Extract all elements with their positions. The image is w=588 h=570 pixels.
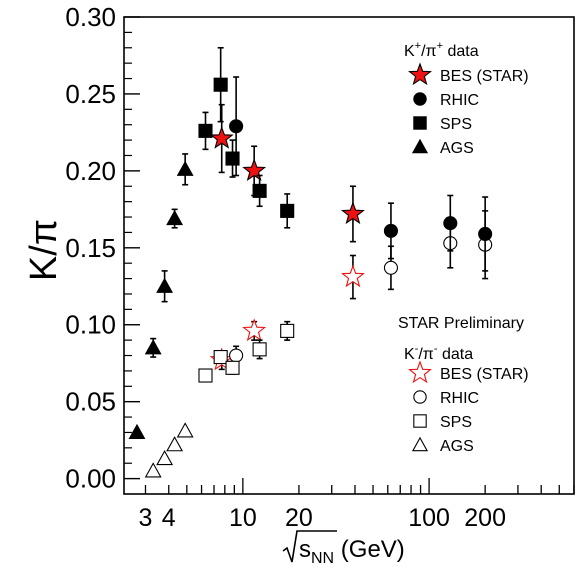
circle-marker — [383, 260, 398, 275]
square-marker — [225, 360, 240, 375]
star-marker — [242, 318, 267, 342]
x-tick-label: 200 — [464, 504, 506, 532]
star-marker — [209, 125, 234, 149]
square-marker — [252, 342, 267, 357]
y-tick-label: 0.25 — [65, 79, 116, 109]
square-marker — [413, 116, 427, 130]
square-marker — [252, 183, 267, 198]
triangle-marker — [166, 436, 184, 452]
square-marker — [280, 203, 295, 218]
y-tick-label: 0.00 — [65, 464, 116, 494]
triangle-marker — [166, 209, 184, 226]
triangle-marker — [144, 462, 162, 478]
y-tick-label: 0.15 — [65, 233, 116, 263]
y-tick-label: 0.10 — [65, 310, 116, 340]
series-k-sps — [198, 46, 295, 229]
legend-entry-label: RHIC — [440, 390, 479, 407]
legend-bottom-right: STAR Preliminary K-/π- data BES (STAR) RHIC… — [398, 315, 529, 455]
star-marker — [242, 158, 267, 182]
legend-entry-label: BES (STAR) — [440, 68, 529, 85]
square-marker — [213, 77, 228, 92]
x-axis-title-sub: NN — [311, 550, 334, 567]
legend-entry-label: RHIC — [440, 92, 479, 109]
square-marker — [413, 414, 427, 428]
y-tick-label: 0.30 — [65, 2, 116, 32]
triangle-marker — [411, 138, 429, 154]
series-k-sps — [198, 320, 295, 383]
sqrt-sign — [282, 530, 337, 563]
series-k-ags — [144, 422, 194, 478]
legend-entry-label: SPS — [440, 414, 472, 431]
y-axis: 0.00 0.05 0.10 0.15 0.20 0.25 0.30 — [65, 2, 140, 494]
y-tick-label: 0.05 — [65, 387, 116, 417]
legend-top-right: K+/π+ data BES (STAR) RHIC SPS AGS — [404, 40, 529, 157]
legend-entry-label: SPS — [440, 116, 472, 133]
y-axis-title: K/π — [23, 219, 65, 281]
square-marker — [280, 323, 295, 338]
x-tick-label: 3 — [139, 504, 153, 532]
circle-marker — [443, 216, 458, 231]
square-marker — [225, 151, 240, 166]
star-marker — [408, 360, 432, 384]
plot-border — [123, 16, 575, 495]
x-axis-title: sNN (GeV) — [282, 530, 405, 567]
x-tick-label: 4 — [162, 504, 176, 532]
triangle-marker — [128, 423, 146, 440]
legend-entry-label: AGS — [440, 140, 474, 157]
plot-frame — [123, 16, 575, 495]
x-tick-label: 10 — [229, 504, 257, 532]
star-marker — [340, 264, 365, 288]
legend-entry-label: BES (STAR) — [440, 366, 529, 383]
triangle-marker — [144, 339, 162, 355]
triangle-marker — [156, 449, 174, 466]
circle-marker — [229, 348, 244, 363]
square-marker — [198, 123, 213, 138]
circle-marker — [413, 390, 427, 404]
square-marker — [213, 350, 228, 365]
circle-marker — [229, 119, 244, 134]
triangle-marker — [156, 277, 174, 293]
star-marker — [408, 62, 432, 86]
series-k-rhic — [229, 76, 493, 272]
legend-header: K+/π+ data — [404, 40, 479, 60]
x-axis-title-unit: (GeV) — [334, 536, 405, 563]
circle-marker — [478, 226, 493, 242]
triangle-marker — [176, 160, 194, 176]
star-marker — [340, 201, 365, 225]
data-points — [128, 46, 493, 478]
series-k-rhic — [229, 210, 493, 366]
y-tick-label: 0.20 — [65, 156, 116, 186]
x-axis-title-base: s — [299, 536, 311, 563]
x-tick-label: 20 — [285, 504, 313, 532]
legend-header: K-/π- data — [404, 343, 473, 363]
x-tick-label: 100 — [408, 504, 450, 532]
x-axis: 3 4 10 20 100 200 — [139, 478, 575, 532]
circle-marker — [413, 92, 427, 106]
svg-text:sNN (GeV): sNN (GeV) — [299, 536, 405, 567]
series-k-ags — [128, 153, 194, 440]
triangle-marker — [411, 436, 429, 452]
square-marker — [198, 368, 213, 383]
triangle-marker — [176, 422, 194, 438]
legend-title: STAR Preliminary — [398, 315, 524, 332]
legend-entry-label: AGS — [440, 438, 474, 455]
circle-marker — [383, 223, 398, 238]
